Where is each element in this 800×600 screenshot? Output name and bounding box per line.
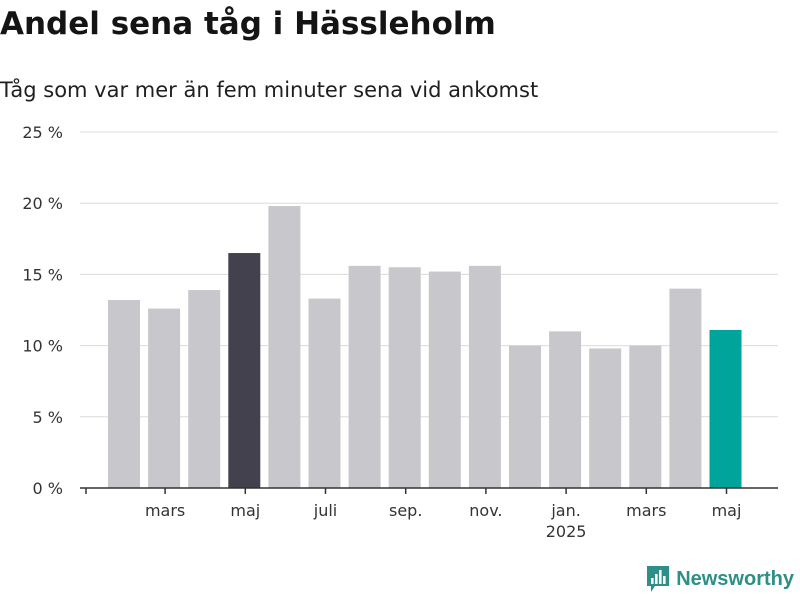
y-tick-label: 5 % <box>33 408 63 427</box>
x-tick-label: mars <box>145 501 185 520</box>
x-tick-label: maj <box>230 501 260 520</box>
x-tick-label: sep. <box>389 501 422 520</box>
bar: nov. 2024: 15.6 <box>468 265 501 488</box>
bar: aug. 2024: 15.6 <box>348 265 381 488</box>
newsworthy-logo-icon <box>647 566 670 592</box>
x-tick-label: jan. <box>550 501 580 520</box>
bar: jan. 2025: 11 <box>549 331 582 488</box>
bar: okt. 2024: 15.2 <box>428 271 461 488</box>
y-tick-label: 20 % <box>22 194 63 213</box>
bar: sep. 2024: 15.5 <box>388 267 421 488</box>
chart-subtitle: Tåg som var mer än fem minuter sena vid … <box>0 78 539 102</box>
y-tick-label: 25 % <box>22 123 63 142</box>
bar: mars 2025: 10 <box>629 345 662 488</box>
axes: 0 % 5 % 10 % 15 % 20 % 25 % mars maj juli sep. nov… <box>22 123 778 541</box>
bar: maj 2024: 16.5 <box>228 253 261 488</box>
bars: feb. 2024: 13.2mars 2024: 12.6apr. 2024:… <box>108 206 742 488</box>
y-tick-label: 15 % <box>22 265 63 284</box>
x-tick-label: juli <box>313 501 337 520</box>
bar: apr. 2024: 13.9 <box>188 290 221 488</box>
brand: Newsworthy <box>646 564 794 594</box>
bar: feb. 2025: 9.8 <box>589 348 622 488</box>
bar: apr. 2025: 14 <box>669 288 702 488</box>
bar: feb. 2024: 13.2 <box>108 300 140 488</box>
chart-title: Andel sena tåg i Hässleholm <box>0 6 496 42</box>
bar: dec. 2024: 10 <box>509 345 541 488</box>
bar: maj 2025: 11.1 <box>709 329 742 488</box>
x-tick-label: maj <box>712 501 742 520</box>
bar: juli 2024: 13.3 <box>308 298 341 488</box>
y-tick-label: 10 % <box>22 337 63 356</box>
y-tick-label: 0 % <box>33 479 63 498</box>
brand-name: Newsworthy <box>676 567 794 590</box>
x-tick-sublabel: 2025 <box>546 522 587 541</box>
bar: mars 2024: 12.6 <box>148 308 181 488</box>
x-tick-label: mars <box>626 501 666 520</box>
bar: juni 2024: 19.8 <box>268 206 301 488</box>
x-tick-label: nov. <box>469 501 502 520</box>
